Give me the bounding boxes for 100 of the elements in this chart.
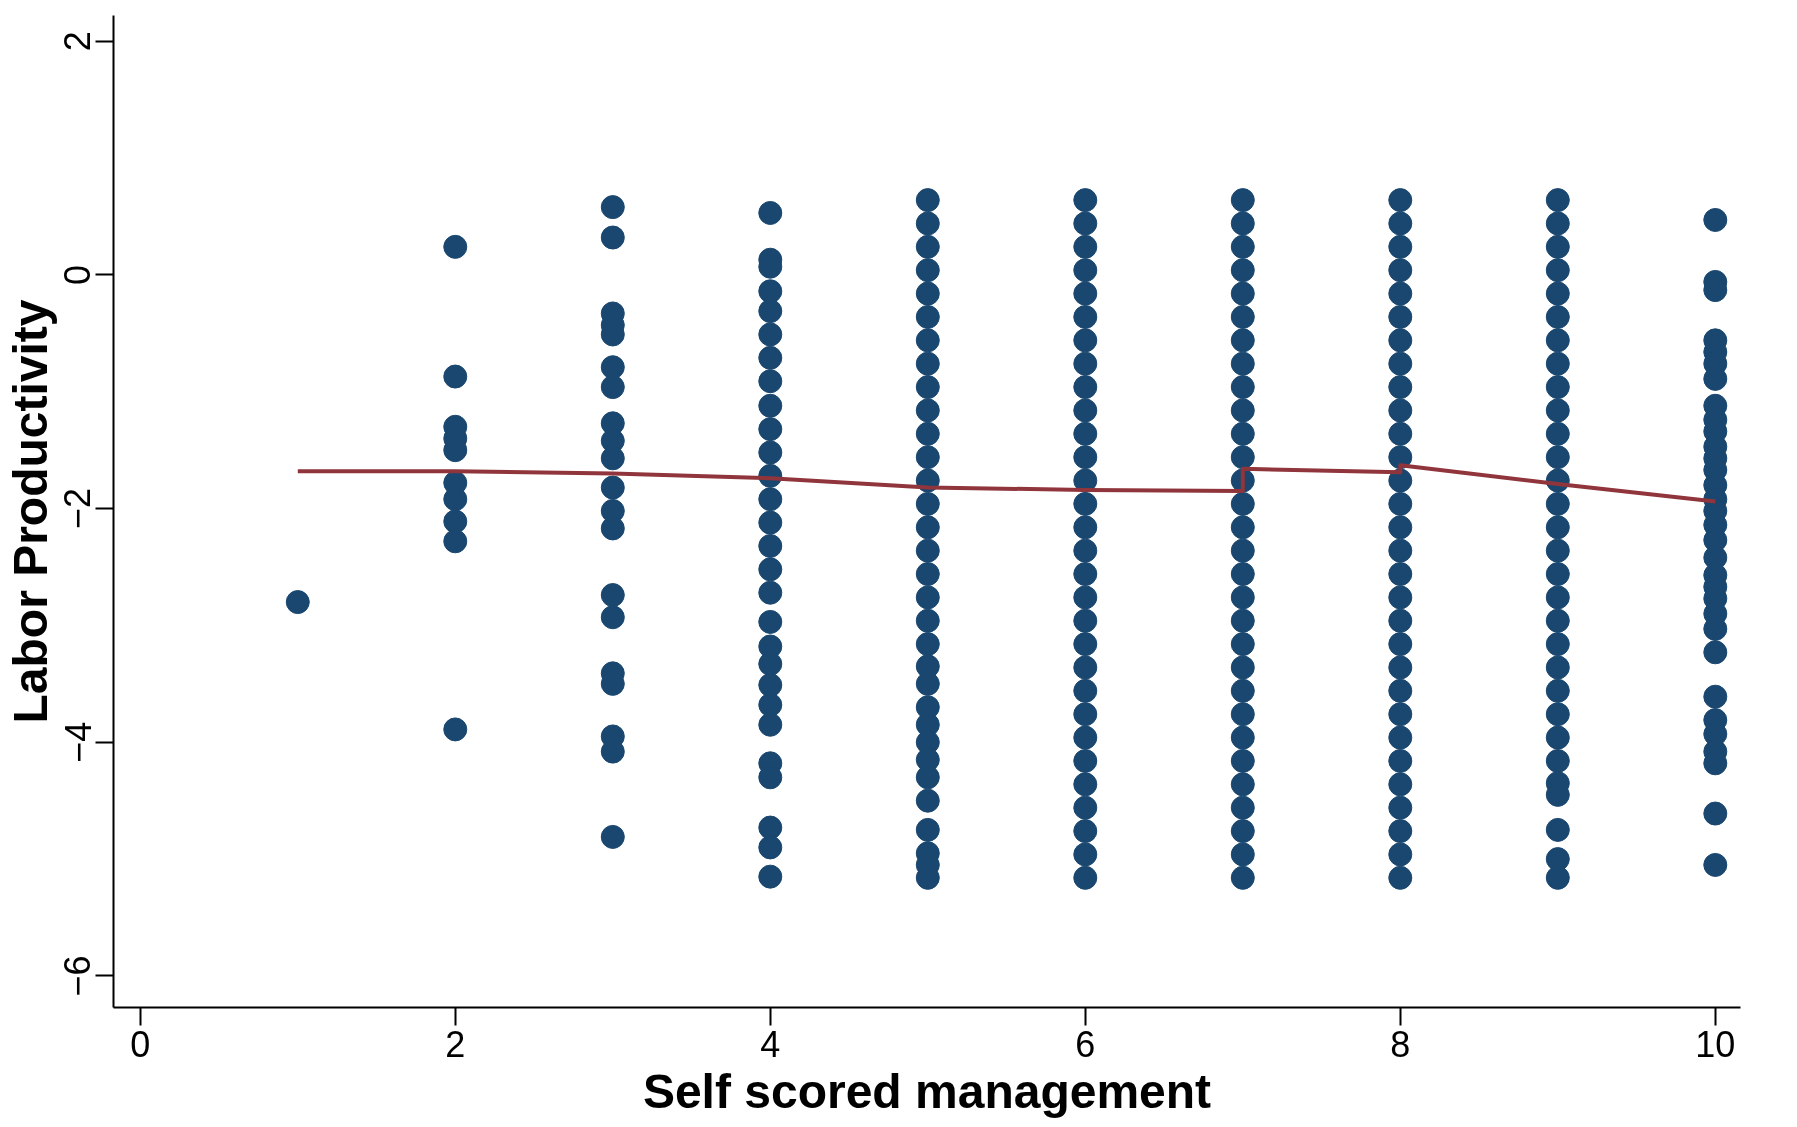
point (1073, 491, 1098, 516)
x-tick-label: 2 (445, 1023, 466, 1065)
point (1073, 445, 1098, 470)
point (600, 605, 625, 630)
point (1388, 468, 1413, 493)
point (1388, 632, 1413, 657)
point (915, 788, 940, 813)
x-tick-label: 8 (1390, 1023, 1411, 1065)
point (758, 510, 783, 535)
x-tick-label: 6 (1075, 1023, 1096, 1065)
point (758, 864, 783, 889)
point (1545, 445, 1570, 470)
y-axis-title: Labor Productivity (3, 299, 57, 724)
point (1230, 562, 1255, 586)
point (1388, 281, 1413, 306)
point (1388, 702, 1413, 727)
point (758, 369, 783, 394)
point (1388, 421, 1413, 446)
point (1230, 748, 1255, 773)
point (915, 491, 940, 516)
point (600, 225, 625, 250)
point (1545, 538, 1570, 563)
point (1230, 608, 1255, 633)
point (1545, 725, 1570, 750)
point (1073, 515, 1098, 540)
x-axis-title: Self scored management (642, 1064, 1212, 1118)
point (1073, 234, 1098, 259)
point (1230, 515, 1255, 540)
point (1388, 562, 1413, 586)
point (1073, 585, 1098, 610)
point (443, 529, 468, 554)
point (1073, 351, 1098, 376)
point (1073, 375, 1098, 400)
y-tick-label: −4 (57, 721, 99, 763)
point (1073, 421, 1098, 446)
point (915, 281, 940, 306)
point (1230, 281, 1255, 306)
point (1073, 678, 1098, 703)
point (915, 304, 940, 329)
point (1388, 351, 1413, 376)
point (1545, 748, 1570, 773)
point (1545, 421, 1570, 446)
point (758, 279, 783, 304)
point (758, 393, 783, 418)
point (1230, 491, 1255, 516)
point (1230, 795, 1255, 820)
point (1073, 328, 1098, 353)
point (758, 815, 783, 840)
point (1545, 304, 1570, 329)
point (1388, 491, 1413, 516)
point (1388, 328, 1413, 353)
point (1230, 538, 1255, 563)
point (915, 632, 940, 657)
point (600, 824, 625, 849)
point (758, 200, 783, 225)
point (1545, 188, 1570, 213)
point (915, 562, 940, 586)
point (1073, 725, 1098, 750)
point (1545, 515, 1570, 540)
point (1703, 852, 1728, 877)
point (1545, 632, 1570, 657)
point (1073, 398, 1098, 423)
point (915, 188, 940, 213)
x-tick-label: 0 (130, 1023, 151, 1065)
point (1073, 655, 1098, 680)
point (1230, 585, 1255, 610)
point (1230, 375, 1255, 400)
point (1388, 842, 1413, 867)
point (1388, 678, 1413, 703)
point (1230, 772, 1255, 797)
point (1703, 640, 1728, 665)
point (1703, 208, 1728, 232)
point (1073, 562, 1098, 586)
point (1545, 351, 1570, 376)
point (1388, 515, 1413, 540)
point (1073, 772, 1098, 797)
point (1388, 234, 1413, 259)
point (1545, 281, 1570, 306)
point (285, 590, 310, 615)
point (915, 375, 940, 400)
y-tick-label: 2 (57, 31, 99, 52)
point (915, 817, 940, 842)
point (1230, 421, 1255, 446)
point (600, 195, 625, 220)
point (1388, 211, 1413, 236)
point (915, 585, 940, 610)
point (1073, 632, 1098, 657)
point (1388, 398, 1413, 423)
point (1388, 585, 1413, 610)
x-tick-label: 10 (1695, 1023, 1736, 1065)
point (1073, 865, 1098, 890)
point (443, 509, 468, 534)
point (1073, 188, 1098, 213)
point (1230, 304, 1255, 329)
point (1545, 491, 1570, 516)
point (915, 258, 940, 283)
point (443, 234, 468, 259)
point (915, 211, 940, 236)
point (915, 421, 940, 446)
point (1230, 842, 1255, 867)
